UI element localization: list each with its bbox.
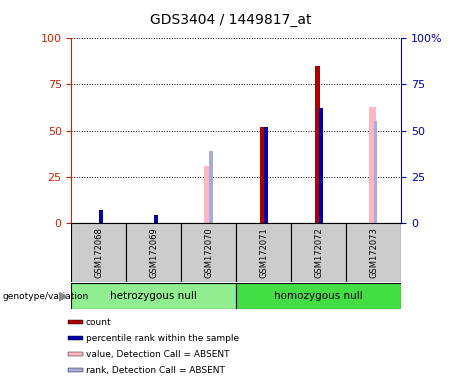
Bar <box>126 223 181 282</box>
Bar <box>181 223 236 282</box>
Text: GSM172072: GSM172072 <box>314 227 323 278</box>
Bar <box>260 127 266 223</box>
Bar <box>68 320 83 324</box>
Text: GSM172073: GSM172073 <box>369 227 378 278</box>
Text: rank, Detection Call = ABSENT: rank, Detection Call = ABSENT <box>86 366 225 375</box>
Bar <box>374 121 378 223</box>
Bar <box>71 223 126 282</box>
Bar <box>264 127 267 223</box>
Text: GSM172070: GSM172070 <box>204 227 213 278</box>
Bar <box>236 223 291 282</box>
Bar <box>68 352 83 356</box>
Text: count: count <box>86 318 111 327</box>
Bar <box>71 283 236 309</box>
Bar <box>315 66 320 223</box>
Bar <box>369 107 376 223</box>
Text: hetrozygous null: hetrozygous null <box>111 291 197 301</box>
Bar <box>291 223 346 282</box>
Bar <box>100 210 103 223</box>
Text: GDS3404 / 1449817_at: GDS3404 / 1449817_at <box>150 13 311 27</box>
Bar <box>154 215 158 223</box>
Bar <box>236 283 401 309</box>
Text: percentile rank within the sample: percentile rank within the sample <box>86 334 239 343</box>
Bar <box>319 108 323 223</box>
Bar <box>68 368 83 372</box>
Bar <box>346 223 401 282</box>
Text: value, Detection Call = ABSENT: value, Detection Call = ABSENT <box>86 350 229 359</box>
Bar <box>204 166 211 223</box>
Text: homozygous null: homozygous null <box>274 291 363 301</box>
Text: GSM172068: GSM172068 <box>95 227 103 278</box>
Bar <box>209 151 213 223</box>
Text: GSM172069: GSM172069 <box>149 227 159 278</box>
Text: ▶: ▶ <box>59 290 68 303</box>
Text: GSM172071: GSM172071 <box>259 227 268 278</box>
Text: genotype/variation: genotype/variation <box>2 291 89 301</box>
Bar <box>68 336 83 340</box>
